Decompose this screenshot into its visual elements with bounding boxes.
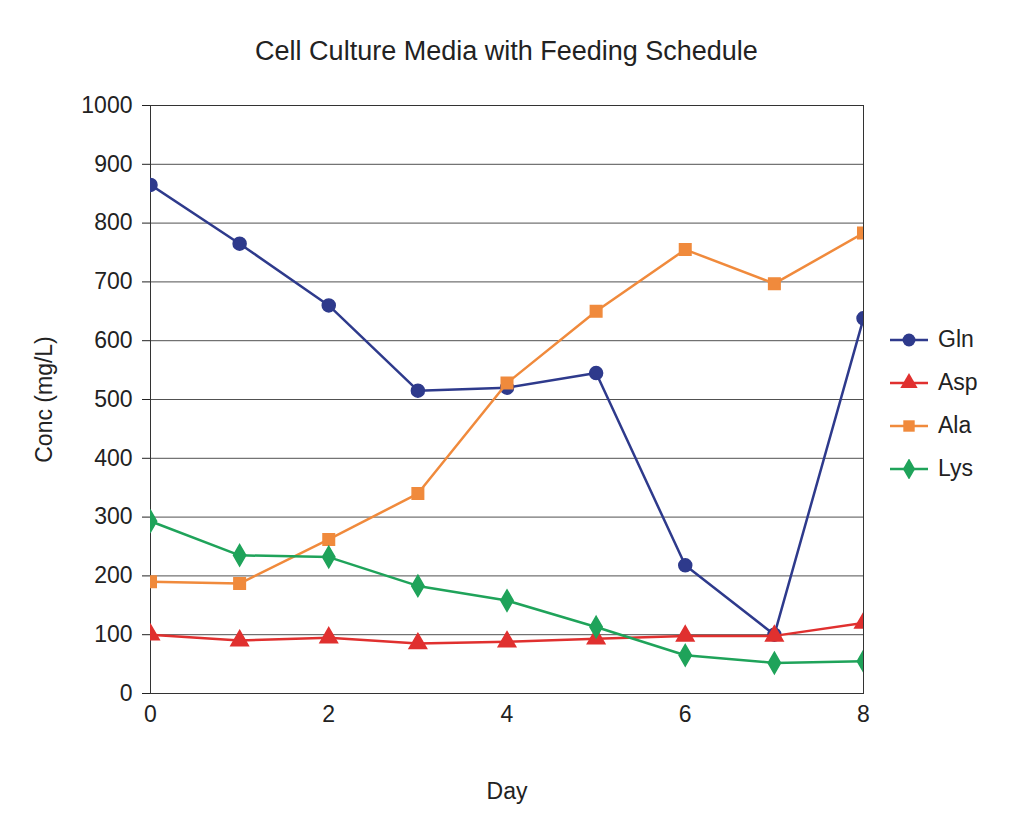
svg-text:600: 600: [94, 327, 132, 353]
svg-text:8: 8: [857, 701, 870, 727]
svg-text:6: 6: [679, 701, 692, 727]
svg-text:800: 800: [94, 209, 132, 235]
svg-text:1000: 1000: [81, 92, 132, 118]
svg-text:2: 2: [322, 701, 335, 727]
svg-text:0: 0: [144, 701, 157, 727]
svg-text:200: 200: [94, 562, 132, 588]
svg-text:700: 700: [94, 268, 132, 294]
svg-text:100: 100: [94, 621, 132, 647]
html-text:Gln: Gln: [938, 326, 974, 352]
html-text:Asp: Asp: [938, 369, 978, 395]
html-text:Lys: Lys: [938, 455, 973, 481]
svg-text:300: 300: [94, 503, 132, 529]
html-text:Ala: Ala: [938, 412, 972, 438]
svg-text:0: 0: [120, 680, 133, 706]
svg-text:4: 4: [501, 701, 514, 727]
svg-text:Day: Day: [487, 778, 528, 804]
svg-text:Conc (mg/L): Conc (mg/L): [31, 336, 57, 463]
svg-text:900: 900: [94, 151, 132, 177]
svg-text:500: 500: [94, 386, 132, 412]
html-text:Cell Culture Media with Feedin: Cell Culture Media with Feeding Schedule: [255, 36, 758, 66]
svg-text:400: 400: [94, 445, 132, 471]
